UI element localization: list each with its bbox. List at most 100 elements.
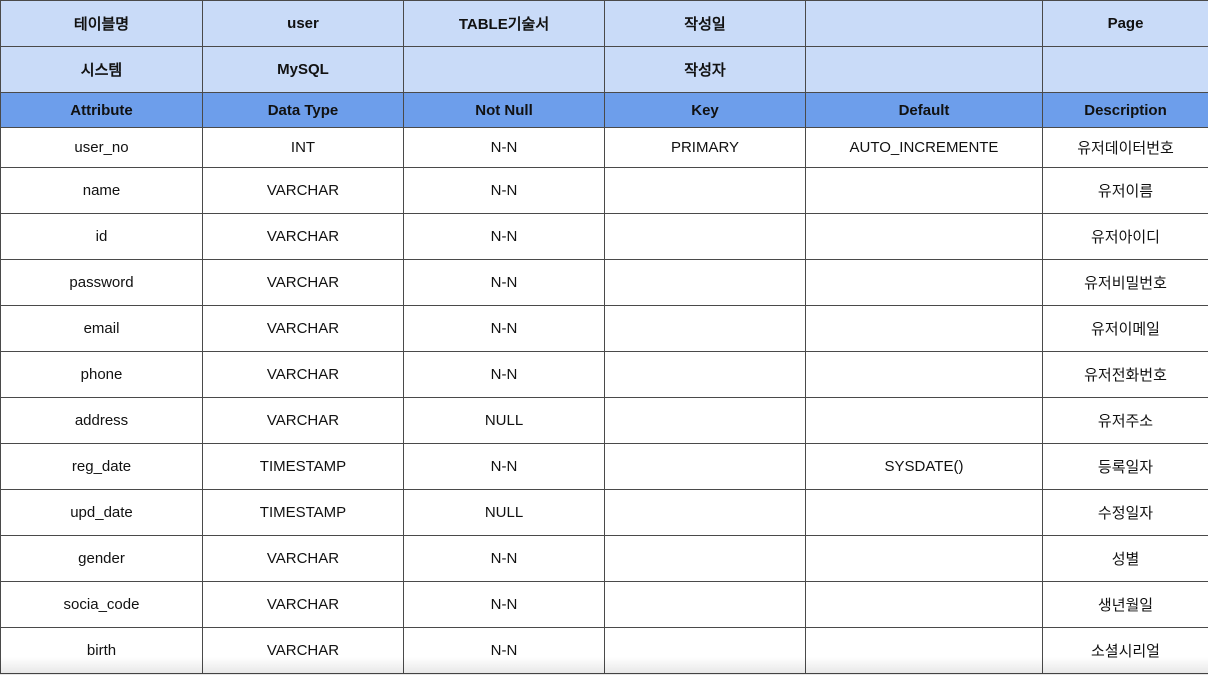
cell-default	[805, 489, 1043, 536]
author-label: 작성자	[604, 46, 806, 93]
cell-data-type: TIMESTAMP	[202, 443, 404, 490]
cell-attribute: password	[0, 259, 203, 306]
column-header-default: Default	[805, 92, 1043, 128]
table-row: id VARCHAR N-N 유저아이디	[0, 213, 1208, 260]
cell-not-null: N-N	[403, 127, 605, 168]
cell-default: SYSDATE()	[805, 443, 1043, 490]
table-name-label: 테이블명	[0, 0, 203, 47]
cell-not-null: N-N	[403, 581, 605, 628]
table-row: name VARCHAR N-N 유저이름	[0, 167, 1208, 214]
cell-key	[604, 443, 806, 490]
cell-default	[805, 581, 1043, 628]
cell-attribute: reg_date	[0, 443, 203, 490]
column-header-data-type: Data Type	[202, 92, 404, 128]
cell-key	[604, 397, 806, 444]
cell-default	[805, 397, 1043, 444]
cell-attribute: upd_date	[0, 489, 203, 536]
table-row: upd_date TIMESTAMP NULL 수정일자	[0, 489, 1208, 536]
cell-not-null: N-N	[403, 305, 605, 352]
cell-attribute: email	[0, 305, 203, 352]
cell-attribute: birth	[0, 627, 203, 674]
table-row: user_no INT N-N PRIMARY AUTO_INCREMENTE …	[0, 127, 1208, 168]
table-row: socia_code VARCHAR N-N 생년월일	[0, 581, 1208, 628]
cell-data-type: INT	[202, 127, 404, 168]
cell-description: 소셜시리얼	[1042, 627, 1208, 674]
cell-data-type: VARCHAR	[202, 213, 404, 260]
cell-description: 수정일자	[1042, 489, 1208, 536]
cell-not-null: N-N	[403, 167, 605, 214]
cell-description: 유저데이터번호	[1042, 127, 1208, 168]
cell-data-type: VARCHAR	[202, 305, 404, 352]
cell-key: PRIMARY	[604, 127, 806, 168]
cell-data-type: TIMESTAMP	[202, 489, 404, 536]
written-date-label: 작성일	[604, 0, 806, 47]
column-header-key: Key	[604, 92, 806, 128]
meta-empty-cell	[403, 46, 605, 93]
cell-attribute: socia_code	[0, 581, 203, 628]
cell-description: 생년월일	[1042, 581, 1208, 628]
cell-not-null: N-N	[403, 627, 605, 674]
table-row: reg_date TIMESTAMP N-N SYSDATE() 등록일자	[0, 443, 1208, 490]
cell-not-null: N-N	[403, 443, 605, 490]
cell-description: 등록일자	[1042, 443, 1208, 490]
cell-attribute: phone	[0, 351, 203, 398]
column-header-row: Attribute Data Type Not Null Key Default…	[0, 92, 1208, 128]
cell-default	[805, 259, 1043, 306]
table-row: password VARCHAR N-N 유저비밀번호	[0, 259, 1208, 306]
cell-data-type: VARCHAR	[202, 535, 404, 582]
cell-data-type: VARCHAR	[202, 397, 404, 444]
table-row: gender VARCHAR N-N 성별	[0, 535, 1208, 582]
cell-description: 유저비밀번호	[1042, 259, 1208, 306]
cell-attribute: name	[0, 167, 203, 214]
cell-default: AUTO_INCREMENTE	[805, 127, 1043, 168]
system-value: MySQL	[202, 46, 404, 93]
cell-key	[604, 305, 806, 352]
doc-title: TABLE기술서	[403, 0, 605, 47]
cell-data-type: VARCHAR	[202, 167, 404, 214]
cell-attribute: id	[0, 213, 203, 260]
cell-key	[604, 581, 806, 628]
meta-row-2: 시스템 MySQL 작성자	[0, 46, 1208, 93]
cell-data-type: VARCHAR	[202, 627, 404, 674]
cell-not-null: N-N	[403, 351, 605, 398]
cell-attribute: gender	[0, 535, 203, 582]
cell-key	[604, 351, 806, 398]
cell-description: 유저주소	[1042, 397, 1208, 444]
table-row: email VARCHAR N-N 유저이메일	[0, 305, 1208, 352]
cell-not-null: NULL	[403, 489, 605, 536]
cell-description: 유저아이디	[1042, 213, 1208, 260]
cell-key	[604, 535, 806, 582]
cell-data-type: VARCHAR	[202, 581, 404, 628]
cell-default	[805, 167, 1043, 214]
column-header-description: Description	[1042, 92, 1208, 128]
system-label: 시스템	[0, 46, 203, 93]
cell-key	[604, 213, 806, 260]
column-header-attribute: Attribute	[0, 92, 203, 128]
column-header-not-null: Not Null	[403, 92, 605, 128]
cell-key	[604, 259, 806, 306]
cell-not-null: N-N	[403, 213, 605, 260]
table-row: phone VARCHAR N-N 유저전화번호	[0, 351, 1208, 398]
cell-default	[805, 213, 1043, 260]
meta-row-1: 테이블명 user TABLE기술서 작성일 Page	[0, 0, 1208, 47]
cell-description: 성별	[1042, 535, 1208, 582]
written-date-value	[805, 0, 1043, 47]
cell-not-null: N-N	[403, 259, 605, 306]
meta-empty-cell	[1042, 46, 1208, 93]
cell-not-null: N-N	[403, 535, 605, 582]
cell-default	[805, 535, 1043, 582]
table-row: address VARCHAR NULL 유저주소	[0, 397, 1208, 444]
cell-attribute: user_no	[0, 127, 203, 168]
cell-description: 유저이름	[1042, 167, 1208, 214]
page-label: Page	[1042, 0, 1208, 47]
table-row: birth VARCHAR N-N 소셜시리얼	[0, 627, 1208, 674]
cell-default	[805, 351, 1043, 398]
table-name-value: user	[202, 0, 404, 47]
cell-default	[805, 305, 1043, 352]
cell-default	[805, 627, 1043, 674]
cell-description: 유저전화번호	[1042, 351, 1208, 398]
cell-attribute: address	[0, 397, 203, 444]
cell-key	[604, 167, 806, 214]
cell-data-type: VARCHAR	[202, 351, 404, 398]
